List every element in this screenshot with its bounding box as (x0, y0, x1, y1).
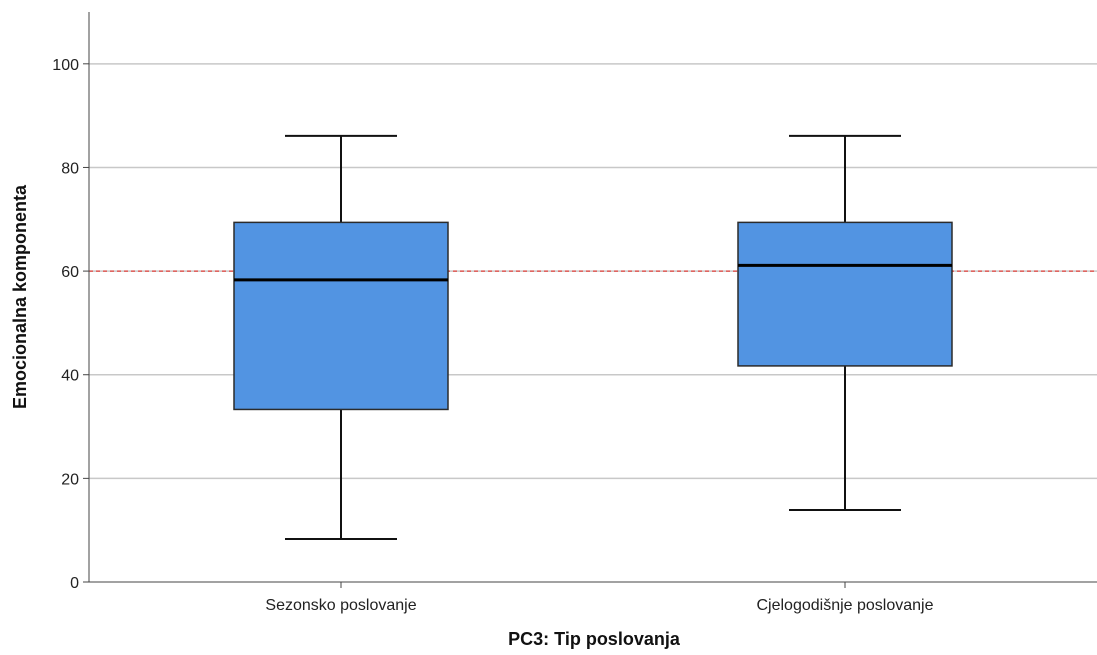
y-tick-label-20: 20 (61, 471, 79, 488)
y-tick-label-60: 60 (61, 264, 79, 281)
iqr-box (737, 221, 953, 367)
y-axis-title: Emocionalna komponenta (10, 184, 30, 409)
y-tick-labels: 0 20 40 60 80 100 (52, 57, 79, 592)
box-2 (737, 134, 953, 511)
y-tick-label-40: 40 (61, 368, 79, 385)
y-tick-label-80: 80 (61, 160, 79, 177)
x-tick-label-1: Sezonsko poslovanje (265, 597, 416, 614)
x-tick-label-2: Cjelogodišnje poslovanje (756, 597, 933, 614)
x-axis-title: PC3: Tip poslovanja (508, 629, 681, 649)
y-tick-label-0: 0 (70, 575, 79, 592)
x-tick-labels: Sezonsko poslovanje Cjelogodišnje poslova… (265, 597, 933, 614)
boxes-group (233, 134, 953, 540)
y-tick-label-100: 100 (52, 57, 79, 74)
box-1 (233, 134, 449, 540)
axes-group (83, 12, 1097, 588)
iqr-box (233, 221, 449, 411)
